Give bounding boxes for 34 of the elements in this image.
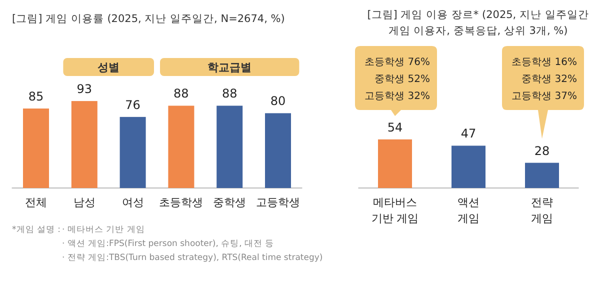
bar bbox=[265, 113, 291, 188]
data-label: 85 bbox=[28, 90, 44, 104]
chart-title: [그림] 게임 이용률 (2025, 지난 일주일간, N=2674, %) bbox=[12, 13, 285, 25]
data-label: 88 bbox=[222, 86, 238, 101]
text: · 메타버스 기반 게임 bbox=[62, 225, 145, 235]
x-tick-label: 고등학생 bbox=[256, 196, 300, 209]
x-tick-label: 여성 bbox=[122, 196, 144, 209]
text: *게임 설명 : bbox=[12, 225, 61, 235]
data-label: 54 bbox=[387, 120, 403, 134]
data-label: 80 bbox=[270, 94, 286, 108]
data-label: 93 bbox=[76, 82, 92, 96]
data-label: 47 bbox=[460, 126, 476, 141]
text: 성별 bbox=[98, 61, 120, 74]
bar bbox=[216, 106, 243, 188]
chart-title: [그림] 게임 이용 장르* (2025, 지난 일주일간 게임 이용자, 중복응답, 상위 3개, %) bbox=[367, 9, 589, 37]
bar bbox=[71, 101, 98, 188]
x-tick-label: 전체 bbox=[25, 196, 47, 209]
text: 학교급별 bbox=[208, 61, 252, 74]
text: · 전략 게임:TBS(Turn based strategy), RTS(Real time strategy) bbox=[62, 253, 323, 263]
bar bbox=[168, 106, 194, 188]
x-tick-label: 초등학생 bbox=[159, 196, 204, 209]
x-tick-label: 남성 bbox=[73, 196, 96, 209]
data-label: 76 bbox=[125, 98, 140, 112]
data-label: 88 bbox=[174, 86, 189, 101]
bar bbox=[120, 116, 146, 188]
callout: 초등학생 76% 중학생 52% 고등학생 32% bbox=[355, 46, 437, 116]
bar bbox=[23, 108, 49, 188]
text: · 액션 게임:FPS(First person shooter), 슈팅, 대전 등 bbox=[62, 239, 274, 249]
x-tick-label: 전략 게임 bbox=[531, 196, 553, 225]
x-tick-label: 중학생 bbox=[213, 196, 246, 209]
x-tick-label: 액션 게임 bbox=[458, 196, 480, 225]
data-label: 28 bbox=[534, 144, 550, 158]
callout: 초등학생 16% 중학생 32% 고등학생 37% bbox=[502, 46, 584, 139]
x-tick-label: 메타버스 기반 게임 bbox=[371, 196, 419, 225]
